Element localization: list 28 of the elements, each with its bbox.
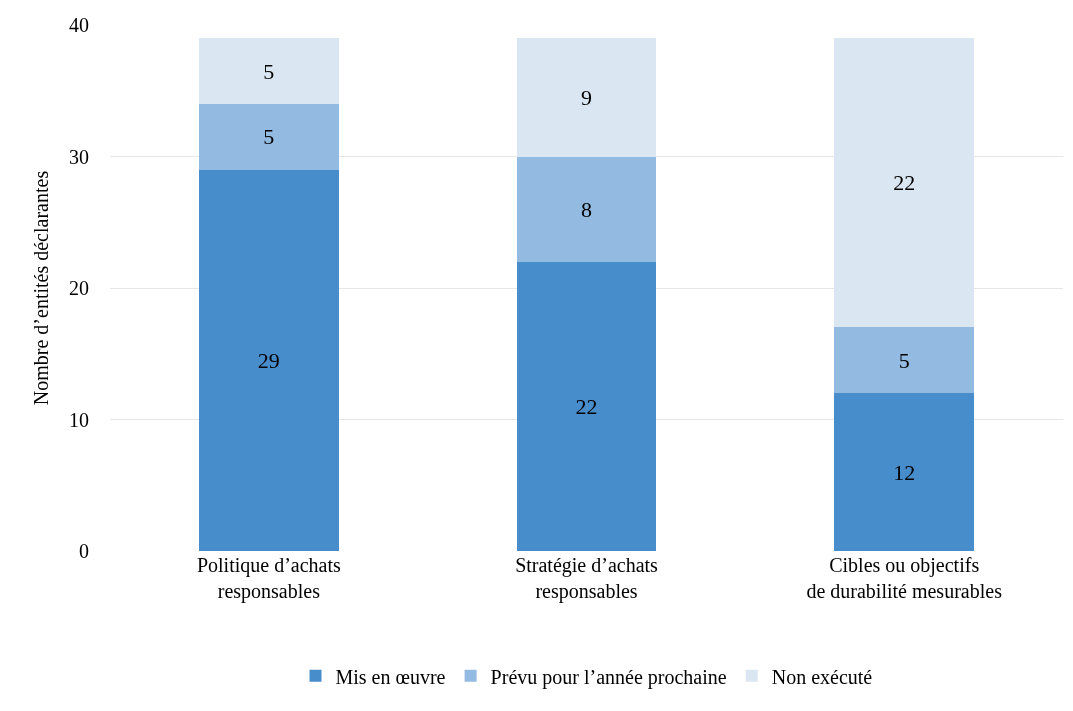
data-label: 8: [581, 196, 592, 222]
data-label: 22: [893, 170, 916, 196]
data-label: 12: [893, 459, 916, 485]
bar: [834, 393, 975, 551]
data-label: 29: [257, 347, 280, 373]
bar: [198, 169, 339, 551]
legend-label: Prévu pour l’année prochaine: [490, 665, 727, 689]
legend-label: Non exécuté: [771, 665, 873, 688]
y-tick-label: 30: [69, 145, 89, 168]
y-tick-label: 10: [69, 408, 89, 431]
bar: [198, 38, 339, 104]
data-label: 22: [575, 393, 598, 419]
data-label: 5: [898, 347, 910, 373]
y-tick-label: 20: [69, 277, 89, 299]
bar: [834, 327, 975, 394]
bar: [516, 156, 657, 262]
data-label: 5: [263, 124, 275, 150]
data-label: 9: [581, 84, 592, 110]
bar: [198, 103, 339, 170]
y-tick-label: 0: [79, 540, 89, 562]
data-label: 5: [263, 58, 275, 84]
x-tick-label: Cibles ou objectifs de durabilité mesurables: [806, 554, 1003, 602]
y-axis-title: Nombre d’entités déclarantes: [29, 170, 52, 406]
x-tick-label: Politique d’achats responsables: [196, 554, 341, 603]
bar: [516, 261, 657, 551]
y-tick-label: 40: [69, 14, 89, 36]
legend-label: Mis en œuvre: [335, 665, 446, 688]
x-tick-label: Stratégie d’achats responsables: [515, 554, 659, 603]
